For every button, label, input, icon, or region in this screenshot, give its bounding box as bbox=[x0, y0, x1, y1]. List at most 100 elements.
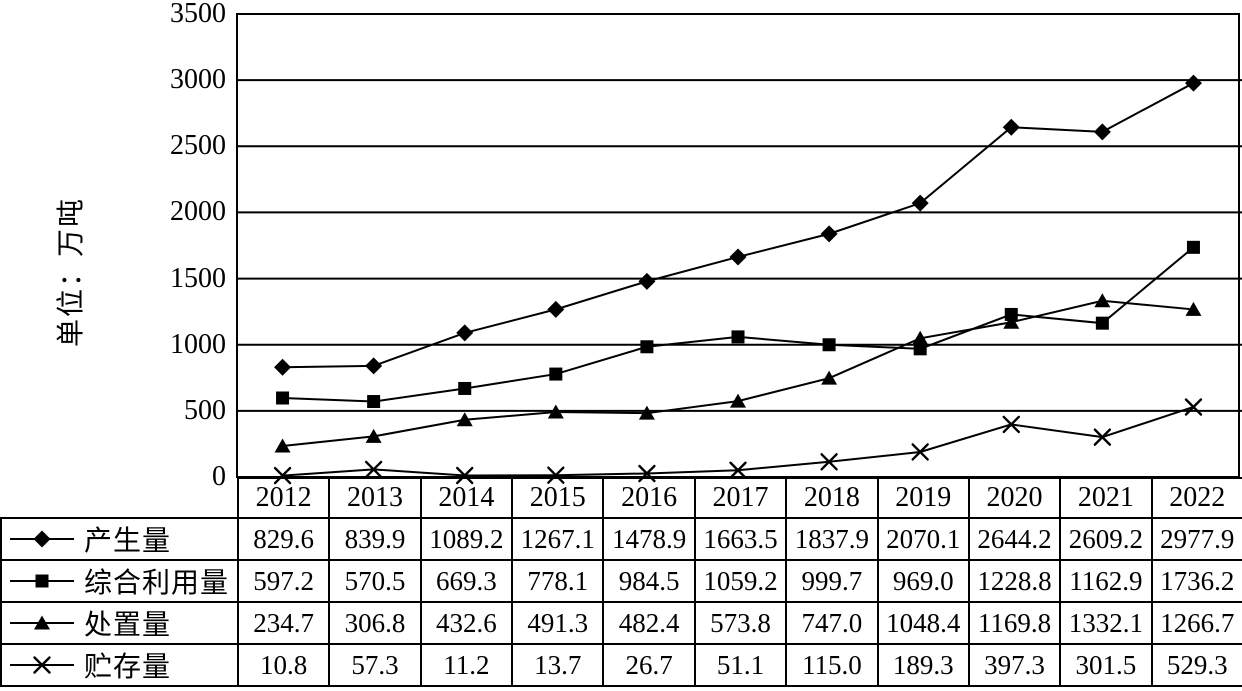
value-cell: 1162.9 bbox=[1059, 559, 1153, 603]
value-cell: 984.5 bbox=[602, 559, 696, 603]
value-cell: 26.7 bbox=[602, 643, 696, 687]
legend-cell: 产生量 bbox=[0, 517, 239, 561]
value-cell: 529.3 bbox=[1150, 643, 1242, 687]
value-cell: 397.3 bbox=[967, 643, 1062, 687]
value-cell: 2070.1 bbox=[876, 517, 970, 561]
square-marker-icon bbox=[640, 340, 654, 354]
legend-label: 贮存量 bbox=[84, 652, 172, 683]
year-header-cell: 2015 bbox=[511, 477, 605, 519]
x-marker-icon bbox=[1002, 415, 1020, 434]
y-tick-label-1000: 1000 bbox=[170, 328, 226, 360]
legend-key: 综合利用量 bbox=[3, 562, 236, 600]
value-cell: 778.1 bbox=[511, 559, 605, 603]
square-marker-icon bbox=[276, 391, 290, 405]
triangle-marker-icon bbox=[638, 405, 655, 420]
year-header-cell: 2013 bbox=[328, 477, 422, 519]
value-cell: 1736.2 bbox=[1150, 559, 1242, 603]
triangle-marker-icon bbox=[456, 412, 473, 427]
table-row-triangle: 处置量 234.7 306.8 432.6 491.3 482.4 573.8 747.0 10… bbox=[0, 601, 1242, 645]
x-marker-icon bbox=[1184, 398, 1203, 416]
value-cell: 57.3 bbox=[328, 643, 422, 687]
triangle-marker-icon bbox=[821, 370, 838, 385]
diamond-marker-icon bbox=[911, 194, 929, 212]
series-x bbox=[273, 398, 1203, 485]
y-tick-label-2500: 2500 bbox=[170, 130, 226, 162]
diamond-marker-icon bbox=[547, 300, 565, 318]
diamond-legend-icon bbox=[10, 530, 74, 548]
data-table: 2012 2013 2014 2015 2016 2017 2018 2019 2020 2021… bbox=[0, 477, 1242, 687]
value-cell: 1267.1 bbox=[511, 517, 605, 561]
year-header-cell: 2017 bbox=[693, 477, 788, 519]
year-header-cell: 2014 bbox=[419, 477, 514, 519]
legend-key: 处置量 bbox=[3, 604, 236, 642]
year-header-cell: 2020 bbox=[967, 477, 1062, 519]
square-marker-icon bbox=[458, 381, 472, 395]
triangle-marker-icon bbox=[1094, 293, 1111, 308]
value-cell: 1059.2 bbox=[693, 559, 788, 603]
diamond-marker-icon bbox=[456, 324, 474, 342]
y-tick-label-3000: 3000 bbox=[170, 64, 226, 96]
value-cell: 570.5 bbox=[328, 559, 422, 603]
series-diamond bbox=[274, 74, 1202, 376]
legend-label: 产生量 bbox=[84, 526, 172, 557]
value-cell: 969.0 bbox=[876, 559, 970, 603]
value-cell: 234.7 bbox=[236, 601, 331, 645]
value-cell: 13.7 bbox=[511, 643, 605, 687]
legend-label: 综合利用量 bbox=[84, 568, 230, 599]
table-row-x: 贮存量 10.8 57.3 11.2 13.7 26.7 51.1 115.0 189.3 397… bbox=[0, 643, 1242, 687]
x-marker-icon bbox=[33, 656, 51, 674]
value-cell: 999.7 bbox=[785, 559, 879, 603]
square-legend-icon bbox=[10, 574, 74, 588]
value-cell: 482.4 bbox=[602, 601, 696, 645]
value-cell: 747.0 bbox=[785, 601, 879, 645]
value-cell: 829.6 bbox=[236, 517, 331, 561]
value-cell: 189.3 bbox=[876, 643, 970, 687]
triangle-marker-icon bbox=[547, 404, 564, 419]
year-header-cell: 2016 bbox=[602, 477, 696, 519]
legend-cell: 处置量 bbox=[0, 601, 239, 645]
triangle-marker-icon bbox=[730, 393, 746, 408]
gridlines bbox=[237, 79, 1242, 412]
value-cell: 115.0 bbox=[785, 643, 879, 687]
legend-key: 产生量 bbox=[3, 520, 236, 558]
square-marker-icon bbox=[549, 367, 563, 381]
year-header-cell: 2022 bbox=[1150, 477, 1242, 519]
plot-border bbox=[236, 13, 1240, 478]
year-header-cell: 2021 bbox=[1059, 477, 1153, 519]
diamond-marker-icon bbox=[274, 358, 292, 376]
square-marker-icon bbox=[35, 574, 49, 588]
x-marker-icon bbox=[729, 461, 747, 479]
table-row-diamond: 产生量 829.6 839.9 1089.2 1267.1 1478.9 1663.5 183… bbox=[0, 517, 1242, 561]
value-cell: 597.2 bbox=[236, 559, 331, 603]
diamond-marker-icon bbox=[729, 248, 747, 266]
value-cell: 839.9 bbox=[328, 517, 422, 561]
value-cell: 301.5 bbox=[1059, 643, 1153, 687]
y-tick-label-1500: 1500 bbox=[170, 262, 226, 294]
table-row-square: 综合利用量 597.2 570.5 669.3 778.1 984.5 1059.2 999.… bbox=[0, 559, 1242, 603]
square-marker-icon bbox=[913, 342, 927, 356]
y-tick-label-0: 0 bbox=[212, 461, 226, 492]
value-cell: 669.3 bbox=[419, 559, 514, 603]
diamond-marker-icon bbox=[1184, 74, 1202, 92]
diamond-marker-icon bbox=[820, 225, 838, 243]
value-cell: 2644.2 bbox=[967, 517, 1062, 561]
series-square bbox=[276, 240, 1200, 409]
y-tick-label-500: 500 bbox=[184, 394, 226, 426]
square-marker-icon bbox=[367, 395, 381, 409]
value-cell: 10.8 bbox=[236, 643, 331, 687]
square-marker-icon bbox=[1004, 307, 1018, 321]
value-cell: 1228.8 bbox=[967, 559, 1062, 603]
value-cell: 491.3 bbox=[511, 601, 605, 645]
triangle-marker-icon bbox=[1003, 314, 1020, 329]
x-marker-icon bbox=[820, 453, 838, 471]
triangle-marker-icon bbox=[274, 438, 291, 453]
value-cell: 306.8 bbox=[328, 601, 422, 645]
y-tick-label-2000: 2000 bbox=[170, 196, 226, 228]
value-cell: 1478.9 bbox=[602, 517, 696, 561]
value-cell: 1837.9 bbox=[785, 517, 879, 561]
legend-label: 处置量 bbox=[84, 610, 172, 641]
year-header-cell: 2019 bbox=[876, 477, 970, 519]
diamond-marker-icon bbox=[638, 272, 656, 290]
diamond-marker-icon bbox=[365, 357, 383, 375]
